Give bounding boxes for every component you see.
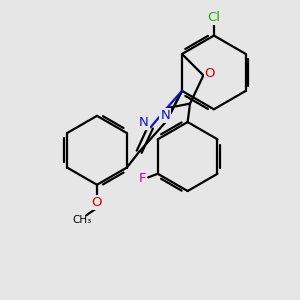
Text: N: N	[139, 116, 149, 129]
Text: F: F	[139, 172, 146, 185]
Text: O: O	[92, 196, 102, 209]
Text: CH₃: CH₃	[73, 215, 92, 225]
Text: Cl: Cl	[207, 11, 220, 24]
Text: N: N	[160, 109, 170, 122]
Text: O: O	[205, 67, 215, 80]
